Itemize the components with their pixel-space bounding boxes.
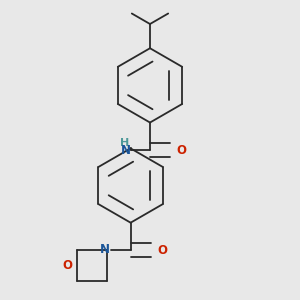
Text: O: O <box>63 259 73 272</box>
Text: O: O <box>158 244 167 257</box>
Text: N: N <box>121 143 130 157</box>
Text: N: N <box>100 243 110 256</box>
Text: O: O <box>177 143 187 157</box>
Text: H: H <box>120 138 130 148</box>
